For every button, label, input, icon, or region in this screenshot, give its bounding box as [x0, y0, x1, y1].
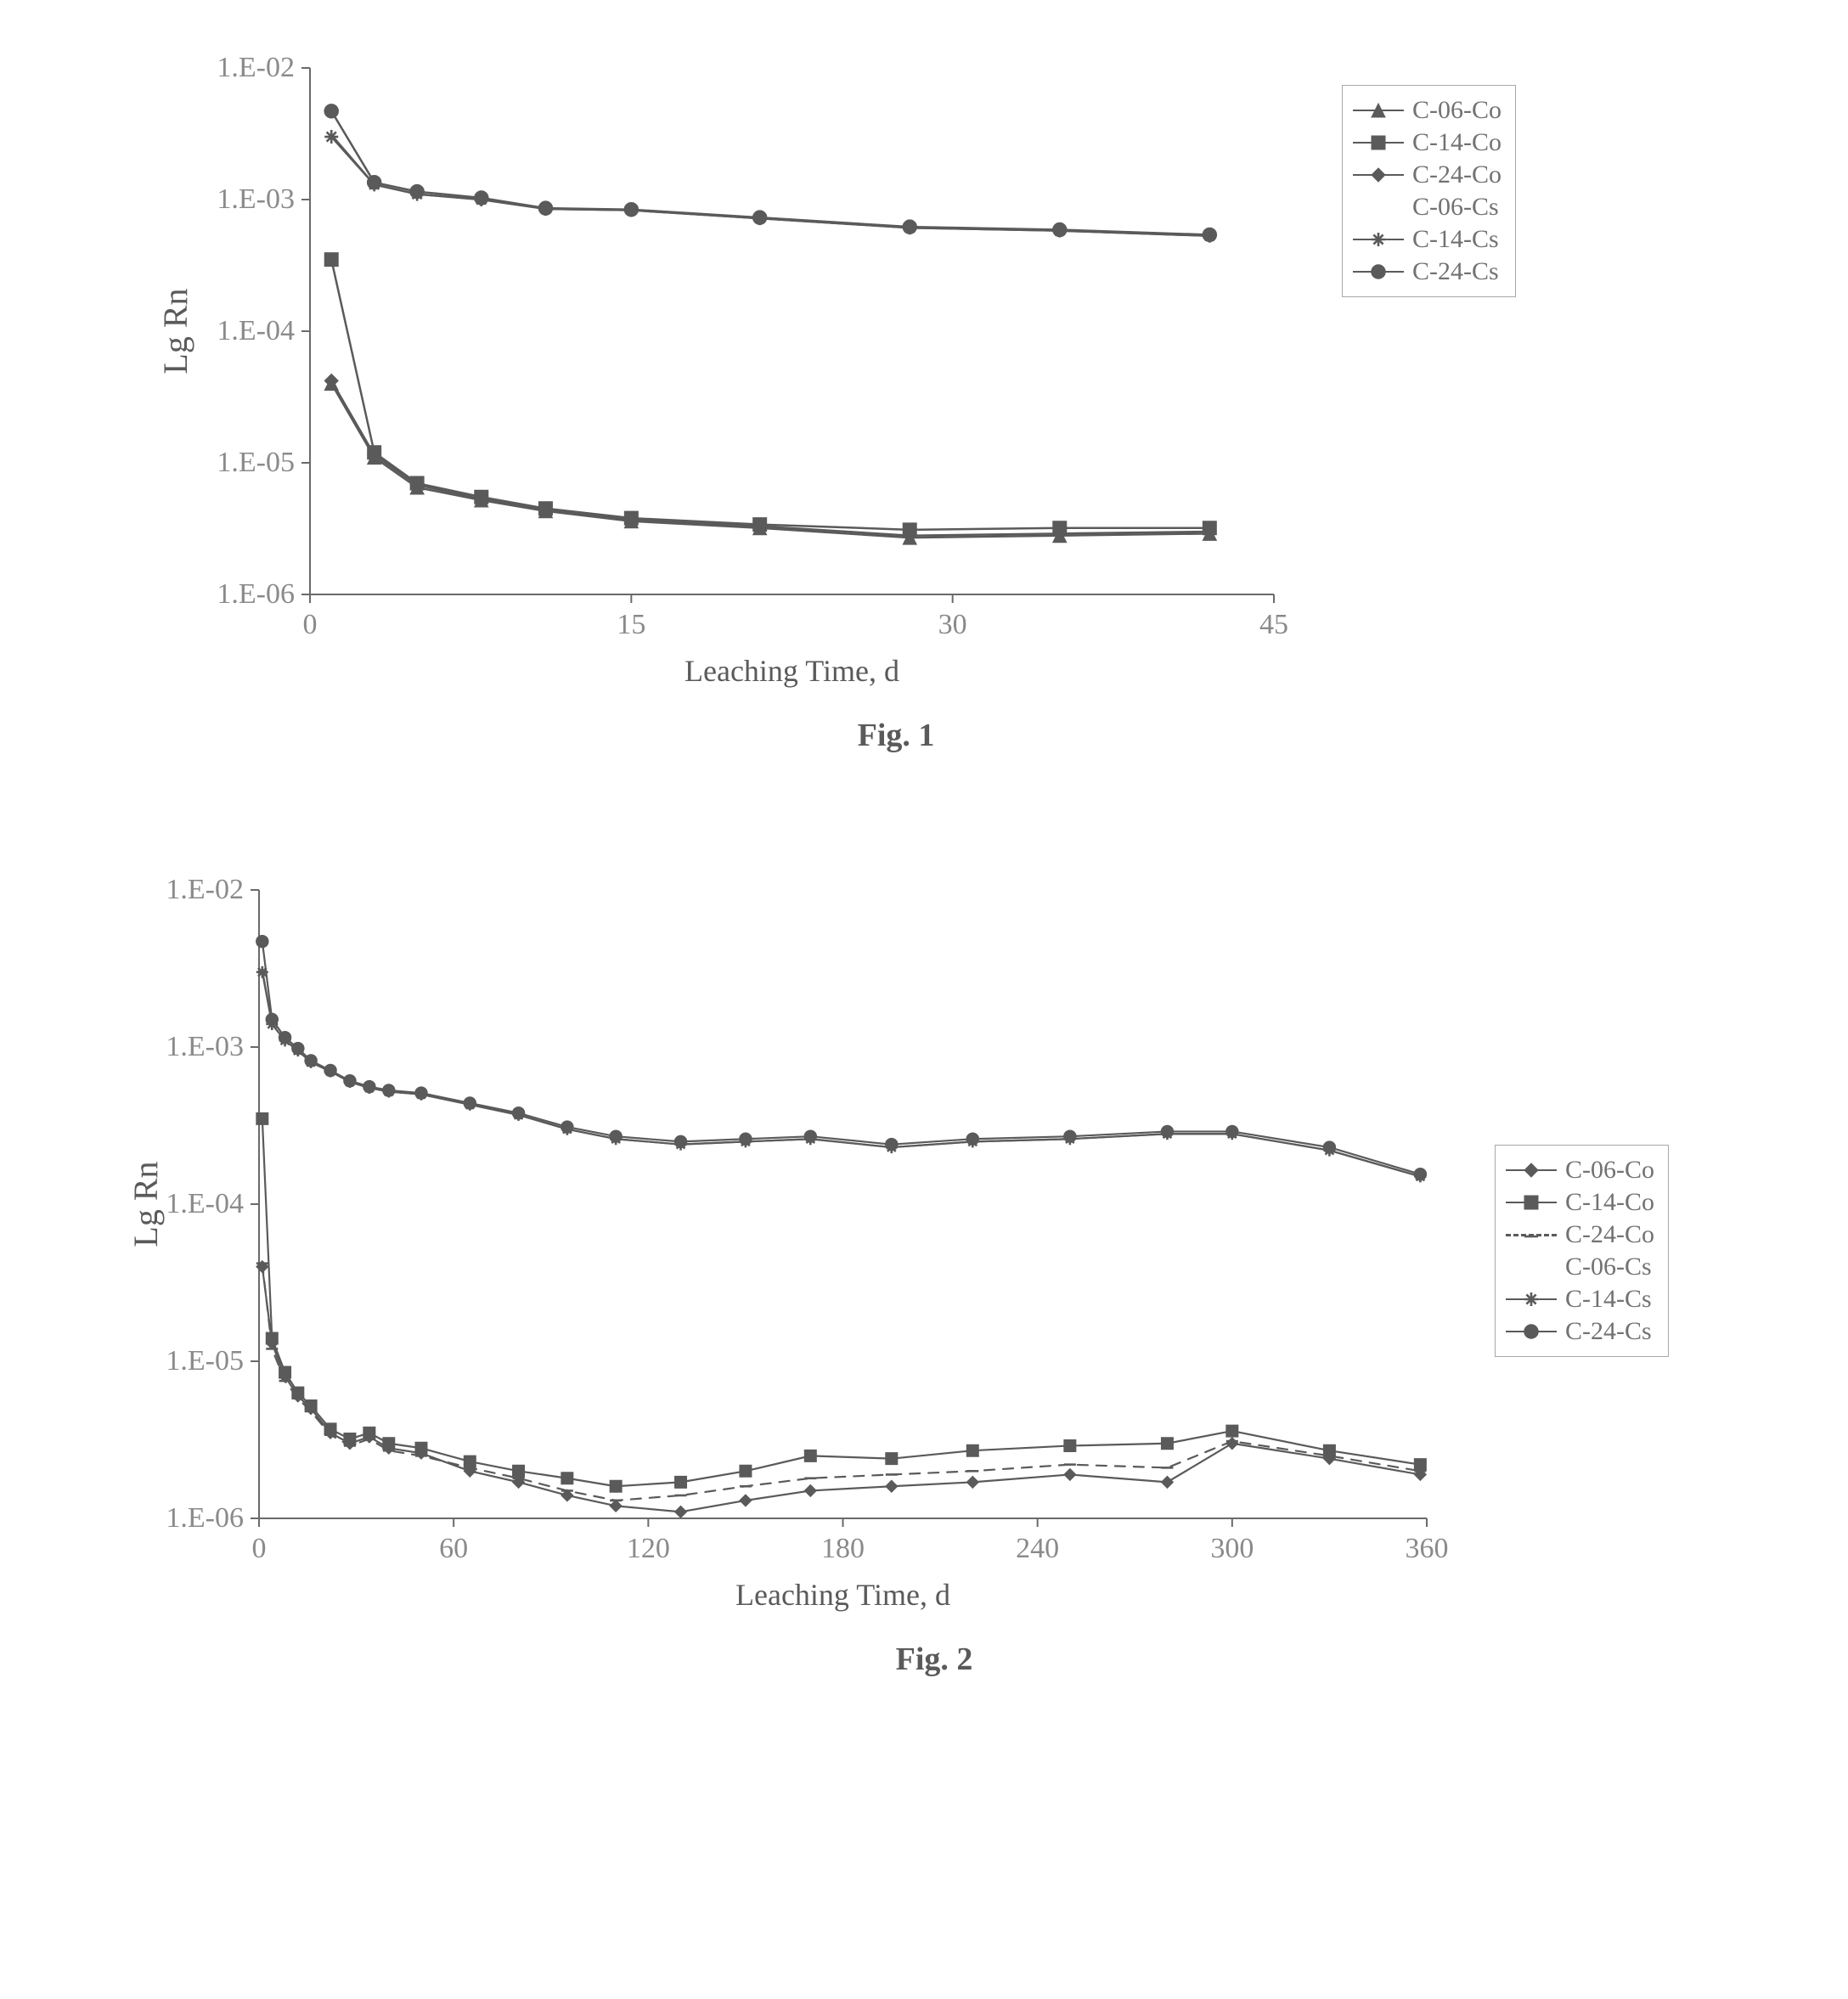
x-tick-label: 300	[1210, 1533, 1254, 1564]
series-C-06-Co	[324, 377, 1216, 544]
fig2-caption: Fig. 2	[102, 1641, 1766, 1678]
legend-item: C-06-Cs	[1353, 191, 1502, 223]
legend-item: C-24-Cs	[1506, 1315, 1654, 1348]
legend-label: C-06-Cs	[1412, 193, 1499, 222]
fig1-plot-area: 1.E-02 1.E-03 1.E-04 1.E-05 1.E-06 0 15 30 45 Lea…	[153, 51, 1639, 696]
fig2-svg: 1.E-02 1.E-03 1.E-04 1.E-05 1.E-06 0 60 120 180 2…	[102, 873, 1461, 1620]
series-C-14-Cs	[256, 966, 1427, 1183]
series-C-24-Co	[256, 1264, 1427, 1501]
fig1-caption: Fig. 1	[153, 717, 1639, 754]
x-tick-label: 240	[1016, 1533, 1059, 1564]
legend-label: C-14-Cs	[1412, 225, 1499, 254]
y-axis-label: Lg Rn	[127, 1161, 165, 1247]
fig2-legend: C-06-Co C-14-Co C-24-Co C-06-Cs C-14-Cs C-24-…	[1495, 1145, 1669, 1357]
y-tick-label: 1.E-03	[166, 1031, 244, 1062]
x-tick-label: 15	[617, 609, 645, 640]
x-tick-label: 30	[938, 609, 967, 640]
x-axis-label: Leaching Time, d	[735, 1578, 950, 1612]
legend-label: C-06-Co	[1565, 1156, 1654, 1185]
series-C-24-Cs	[324, 104, 1216, 242]
series-C-24-Cs	[256, 936, 1427, 1180]
x-tick-label: 45	[1259, 609, 1288, 640]
figure-1: 1.E-02 1.E-03 1.E-04 1.E-05 1.E-06 0 15 30 45 Lea…	[153, 51, 1639, 754]
fig1-svg: 1.E-02 1.E-03 1.E-04 1.E-05 1.E-06 0 15 30 45 Lea…	[153, 51, 1308, 696]
fig2-plot-area: 1.E-02 1.E-03 1.E-04 1.E-05 1.E-06 0 60 120 180 2…	[102, 873, 1766, 1620]
legend-label: C-24-Cs	[1412, 257, 1499, 286]
legend-label: C-06-Cs	[1565, 1253, 1652, 1281]
legend-label: C-14-Co	[1412, 128, 1502, 157]
x-tick-label: 0	[303, 609, 318, 640]
legend-item: C-06-Cs	[1506, 1251, 1654, 1283]
legend-label: C-14-Cs	[1565, 1285, 1652, 1314]
legend-item: C-14-Co	[1506, 1186, 1654, 1219]
y-tick-label: 1.E-05	[217, 447, 295, 478]
legend-label: C-24-Cs	[1565, 1317, 1652, 1346]
x-tick-label: 360	[1406, 1533, 1449, 1564]
legend-item: C-14-Co	[1353, 127, 1502, 159]
y-tick-label: 1.E-06	[166, 1502, 244, 1534]
series-C-06-Cs	[331, 135, 1209, 236]
series-C-06-Co	[256, 1261, 1427, 1518]
legend-label: C-06-Co	[1412, 96, 1502, 125]
series-C-14-Co	[256, 1112, 1427, 1492]
x-tick-label: 180	[821, 1533, 865, 1564]
y-axis-label: Lg Rn	[156, 288, 194, 374]
legend-item: C-14-Cs	[1506, 1283, 1654, 1315]
fig1-legend: C-06-Co C-14-Co C-24-Co C-06-Cs C-14-Cs C-24-…	[1342, 85, 1516, 297]
y-tick-label: 1.E-03	[217, 183, 295, 215]
x-axis-label: Leaching Time, d	[685, 654, 899, 688]
legend-item: C-24-Cs	[1353, 256, 1502, 288]
x-tick-label: 0	[252, 1533, 267, 1564]
legend-label: C-14-Co	[1565, 1188, 1654, 1217]
y-tick-label: 1.E-06	[217, 578, 295, 610]
y-tick-label: 1.E-04	[217, 315, 295, 346]
legend-item: C-24-Co	[1506, 1219, 1654, 1251]
legend-label: C-24-Co	[1412, 160, 1502, 189]
page: 1.E-02 1.E-03 1.E-04 1.E-05 1.E-06 0 15 30 45 Lea…	[0, 0, 1848, 1999]
legend-item: C-24-Co	[1353, 159, 1502, 191]
figure-2: 1.E-02 1.E-03 1.E-04 1.E-05 1.E-06 0 60 120 180 2…	[102, 873, 1766, 1678]
x-tick-label: 120	[627, 1533, 670, 1564]
series-C-14-Cs	[324, 130, 1216, 243]
y-tick-label: 1.E-02	[217, 52, 295, 83]
legend-label: C-24-Co	[1565, 1220, 1654, 1249]
legend-item: C-06-Co	[1353, 94, 1502, 127]
y-tick-label: 1.E-02	[166, 874, 244, 905]
legend-item: C-14-Cs	[1353, 223, 1502, 256]
y-tick-label: 1.E-04	[166, 1188, 244, 1219]
legend-item: C-06-Co	[1506, 1154, 1654, 1186]
series-C-24-Co	[324, 374, 1216, 542]
x-tick-label: 60	[439, 1533, 468, 1564]
series-C-06-Cs	[262, 970, 1421, 1176]
y-tick-label: 1.E-05	[166, 1345, 244, 1377]
